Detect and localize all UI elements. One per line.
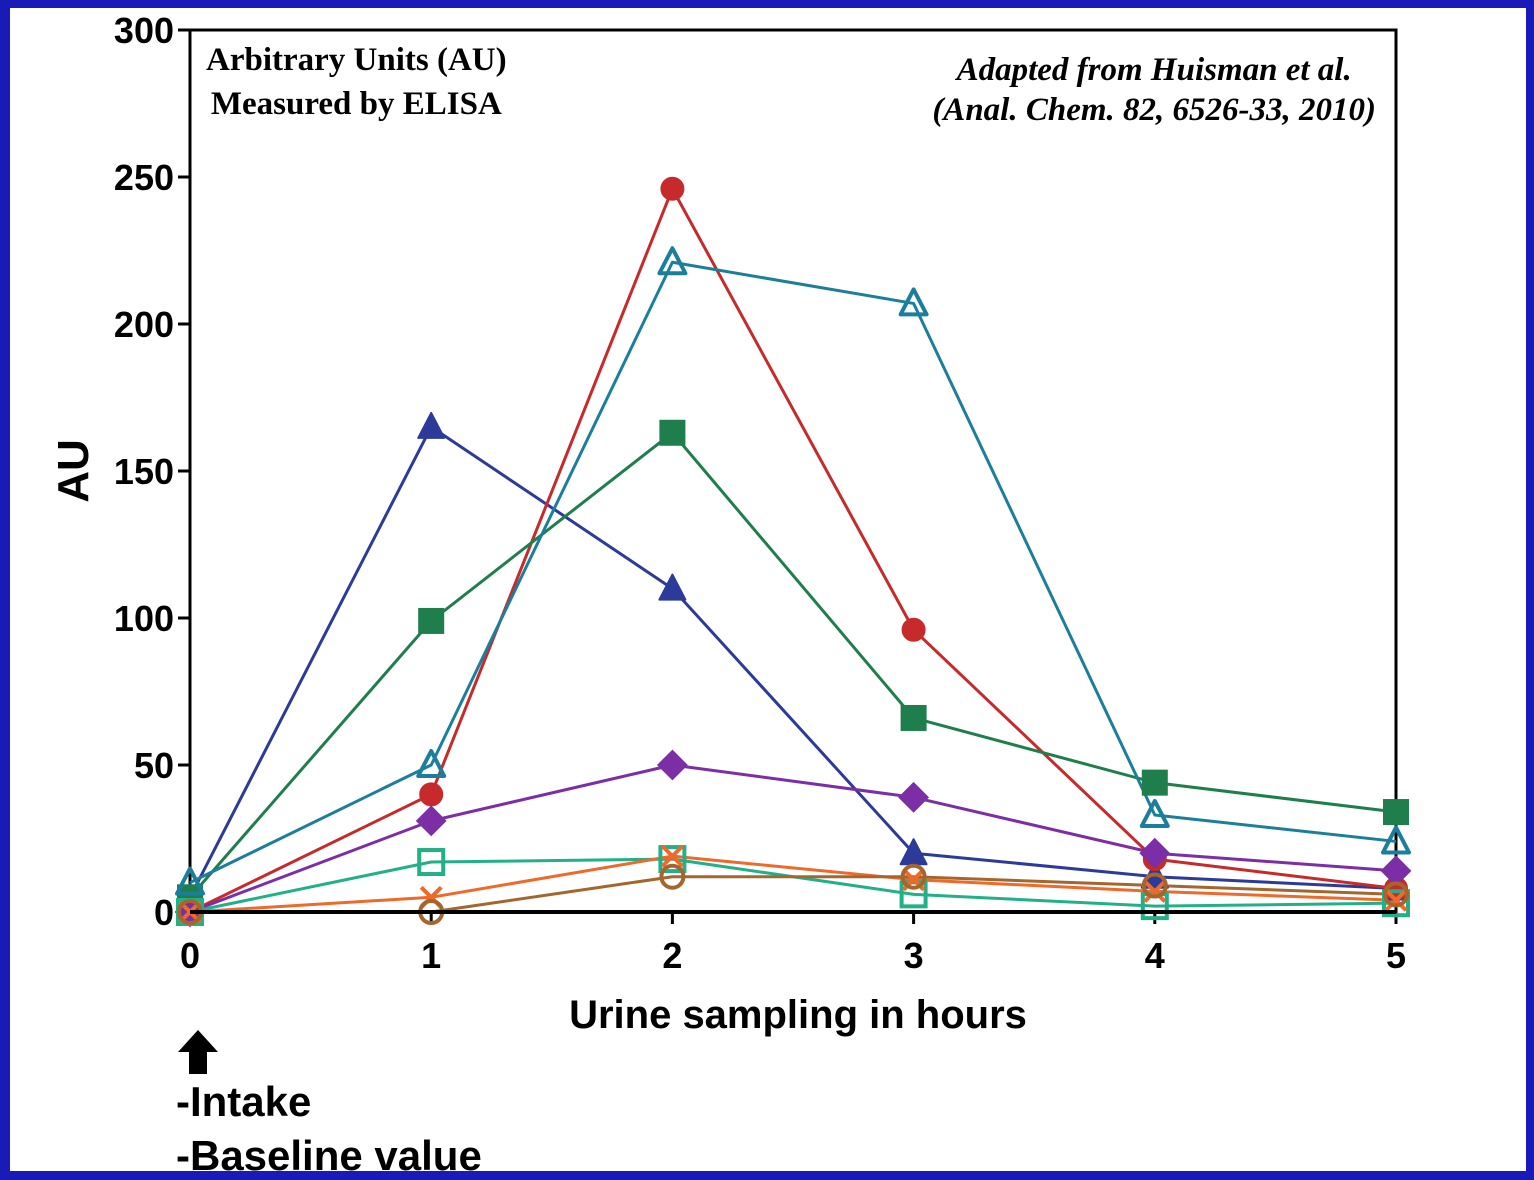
- data-point: [900, 704, 927, 731]
- x-tick-label: 4: [1145, 935, 1165, 976]
- series-line-5: [189, 763, 1397, 914]
- data-point: [1383, 881, 1409, 908]
- y-axis-label: AU: [49, 439, 98, 503]
- slide: 0 50 100 150 200 250 300 0 1 2 3 4 5 Urine sampling i…: [10, 8, 1526, 1179]
- data-point: [415, 805, 447, 837]
- series-line-4: [189, 260, 1397, 884]
- y-tick-label: 250: [114, 157, 174, 198]
- y-tick-label: 100: [114, 598, 174, 639]
- citation-annotation: Adapted from Huisman et al. (Anal. Chem.…: [932, 50, 1376, 130]
- line-chart: 0 50 100 150 200 250 300 0 1 2 3 4 5 Urine sampling i…: [49, 10, 1412, 1037]
- y-tick-label: 50: [134, 745, 174, 786]
- data-point: [1382, 889, 1410, 918]
- y-tick-label: 200: [114, 304, 174, 345]
- citation-line-2: (Anal. Chem. 82, 6526-33, 2010): [932, 92, 1376, 128]
- units-line-2: Measured by ELISA: [210, 86, 502, 122]
- data-point: [1139, 798, 1170, 828]
- data-point: [898, 287, 929, 317]
- data-point: [658, 573, 687, 601]
- intake-label: -Intake: [176, 1078, 312, 1125]
- baseline-label: -Baseline value: [176, 1132, 482, 1179]
- citation-line-1: Adapted from Huisman et al.: [956, 52, 1352, 88]
- series-line-7: [189, 854, 1397, 914]
- x-tick-label: 3: [904, 935, 924, 976]
- data-point: [658, 845, 687, 874]
- x-axis-label: Urine sampling in hours: [569, 993, 1027, 1037]
- data-point: [659, 419, 686, 446]
- data-point: [419, 782, 444, 807]
- data-point: [1380, 855, 1412, 887]
- data-point: [418, 607, 445, 634]
- data-point: [898, 781, 930, 813]
- y-tick-label: 0: [154, 892, 174, 933]
- y-tick-label: 150: [114, 451, 174, 492]
- data-point: [660, 844, 684, 868]
- units-line-1: Arbitrary Units (AU): [206, 42, 507, 78]
- y-tick-label: 300: [114, 10, 174, 51]
- data-point: [1141, 872, 1168, 899]
- data-point: [1381, 825, 1411, 855]
- series-line-2: [189, 187, 1397, 914]
- data-point: [660, 176, 685, 201]
- series-line-3: [188, 431, 1397, 899]
- up-arrow-icon: [178, 1030, 218, 1074]
- data-point: [417, 411, 446, 439]
- data-point: [657, 246, 688, 276]
- x-tick-label: 1: [421, 935, 441, 976]
- data-point: [1139, 837, 1171, 869]
- data-point: [175, 866, 205, 896]
- x-tick-label: 5: [1386, 935, 1406, 976]
- data-point: [1143, 880, 1167, 903]
- data-point: [1383, 799, 1409, 826]
- data-point: [417, 848, 446, 877]
- data-point: [656, 749, 688, 781]
- data-point: [1141, 769, 1168, 796]
- data-point: [416, 749, 447, 778]
- x-tick-label: 0: [180, 935, 200, 976]
- data-point: [659, 863, 686, 890]
- data-point: [1384, 888, 1408, 912]
- data-point: [900, 863, 927, 890]
- x-tick-label: 2: [662, 935, 682, 976]
- data-point: [901, 617, 926, 642]
- units-annotation: Arbitrary Units (AU) Measured by ELISA: [206, 38, 507, 126]
- series-line-1: [188, 425, 1397, 898]
